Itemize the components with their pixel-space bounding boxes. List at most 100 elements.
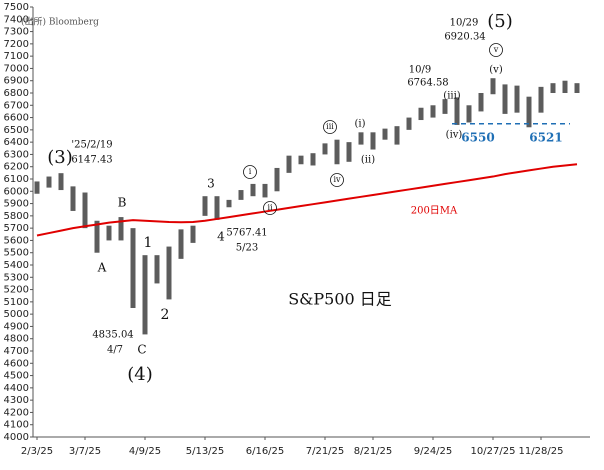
annotation: 6521 xyxy=(529,131,562,145)
x-tick-label: 6/16/25 xyxy=(246,446,285,457)
y-tick-label: 4900 xyxy=(4,321,29,332)
y-tick-label: 6600 xyxy=(4,113,29,124)
range-bar xyxy=(466,105,472,123)
y-tick-label: 4000 xyxy=(4,432,29,443)
wave-label: ii xyxy=(267,203,273,212)
range-bar xyxy=(478,93,484,112)
annotation: (iii) xyxy=(443,91,460,102)
range-bar xyxy=(406,117,412,130)
annotation: C xyxy=(137,343,146,357)
y-tick-label: 7300 xyxy=(4,27,29,38)
range-bar xyxy=(190,225,196,243)
annotation: 3 xyxy=(207,177,215,191)
y-tick-label: 5400 xyxy=(4,260,29,271)
range-bar xyxy=(430,105,436,118)
annotation: 6920.34 xyxy=(444,32,485,43)
y-tick-label: 7000 xyxy=(4,63,29,74)
annotation: (出所) Bloomberg xyxy=(21,16,99,28)
x-tick-label: 4/9/25 xyxy=(129,446,161,457)
range-bar xyxy=(526,96,532,128)
y-tick-label: 5500 xyxy=(4,248,29,259)
y-tick-label: 4400 xyxy=(4,383,29,394)
range-bar xyxy=(238,190,244,200)
y-tick-label: 5200 xyxy=(4,285,29,296)
y-tick-label: 7500 xyxy=(4,2,29,13)
wave-circle xyxy=(323,120,337,134)
range-bar xyxy=(166,246,172,300)
y-tick-label: 6300 xyxy=(4,149,29,160)
wave-circle xyxy=(243,165,257,179)
x-tick-label: 3/7/25 xyxy=(69,446,101,457)
range-bar xyxy=(82,192,88,229)
range-bar xyxy=(130,228,136,308)
range-bar xyxy=(226,199,232,208)
range-bar xyxy=(286,155,292,173)
x-tick-label: 11/28/25 xyxy=(519,446,564,457)
range-bar xyxy=(118,217,124,241)
y-tick-label: 4700 xyxy=(4,346,29,357)
ma-line xyxy=(36,163,578,237)
y-tick-label: 4100 xyxy=(4,420,29,431)
x-tick-label: 2/3/25 xyxy=(21,446,53,457)
ma-label: 200日MA xyxy=(411,206,458,217)
wave-label: v xyxy=(493,45,499,54)
range-bar xyxy=(154,255,160,284)
range-bar xyxy=(142,255,148,335)
range-bar xyxy=(502,84,508,114)
annotation: 4 xyxy=(217,230,225,244)
y-tick-label: 6500 xyxy=(4,125,29,136)
annotation: A xyxy=(97,261,107,275)
y-tick-label: 6700 xyxy=(4,100,29,111)
range-bar xyxy=(346,142,352,162)
annotation: (iv) xyxy=(446,130,463,141)
annotation: 6764.58 xyxy=(407,78,448,89)
range-bar xyxy=(214,196,220,220)
annotation: 5/23 xyxy=(236,243,258,254)
range-bar xyxy=(490,78,496,95)
range-bar xyxy=(178,229,184,259)
range-bar xyxy=(382,128,388,140)
x-tick-label: 7/21/25 xyxy=(306,446,345,457)
annotation: (ii) xyxy=(361,155,375,166)
wave-label: i xyxy=(249,167,252,176)
range-bar xyxy=(514,85,520,113)
y-tick-label: 6800 xyxy=(4,88,29,99)
range-bar xyxy=(58,173,64,191)
y-tick-label: 6100 xyxy=(4,174,29,185)
range-bar xyxy=(250,183,256,197)
y-tick-label: 5900 xyxy=(4,199,29,210)
annotation: 6147.43 xyxy=(71,155,112,166)
range-bar xyxy=(538,86,544,113)
y-tick-label: 5700 xyxy=(4,223,29,234)
y-tick-label: 6400 xyxy=(4,137,29,148)
range-bar xyxy=(454,97,460,125)
annotation: 1 xyxy=(144,235,153,251)
x-tick-label: 5/13/25 xyxy=(186,446,225,457)
range-bar xyxy=(442,99,448,114)
wave-label: iii xyxy=(326,122,334,131)
range-bar xyxy=(46,176,52,188)
range-bar xyxy=(298,155,304,165)
annotation: B xyxy=(118,196,127,210)
annotation: (v) xyxy=(489,65,503,76)
y-tick-label: 4500 xyxy=(4,371,29,382)
y-tick-label: 7400 xyxy=(4,14,29,25)
y-tick-label: 5600 xyxy=(4,235,29,246)
y-tick-label: 6200 xyxy=(4,162,29,173)
chart-title: S&P500 日足 xyxy=(288,290,392,309)
range-bar xyxy=(202,196,208,216)
wave-circle xyxy=(330,173,344,187)
annotation: 4835.04 xyxy=(92,330,133,341)
range-bar xyxy=(310,153,316,166)
annotation: 5767.41 xyxy=(226,228,267,239)
range-bar xyxy=(70,186,76,211)
wave-circle xyxy=(263,201,277,215)
x-tick-label: 9/24/25 xyxy=(414,446,453,457)
wave-circle xyxy=(489,43,503,57)
y-tick-label: 5800 xyxy=(4,211,29,222)
annotation: 4/7 xyxy=(107,345,123,356)
annotation: (4) xyxy=(127,364,153,385)
y-tick-label: 5000 xyxy=(4,309,29,320)
range-bar xyxy=(334,139,340,165)
